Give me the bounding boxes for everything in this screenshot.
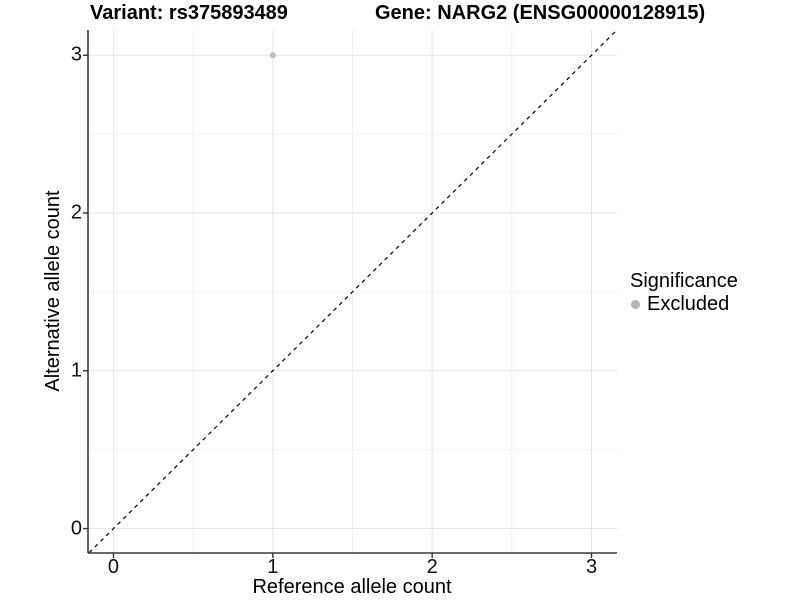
x-tick-label: 3 (585, 556, 598, 578)
legend-item-excluded: Excluded (630, 293, 738, 315)
legend: Significance Excluded (630, 270, 738, 315)
y-tick-label: 3 (70, 43, 82, 66)
x-tick-label: 1 (267, 556, 279, 578)
data-point (269, 52, 276, 59)
variant-title: Variant: rs375893489 (90, 2, 288, 24)
y-tick-label: 1 (70, 359, 82, 382)
y-tick-label: 0 (70, 517, 82, 540)
legend-title: Significance (630, 270, 738, 292)
legend-point-icon (631, 299, 640, 309)
legend-item-label: Excluded (647, 293, 730, 315)
identity-dashed-line (88, 30, 617, 553)
x-tick-label: 2 (426, 556, 438, 578)
gene-title: Gene: NARG2 (ENSG00000128915) (375, 2, 706, 24)
y-tick-label: 2 (70, 201, 82, 224)
x-tick-label: 0 (107, 556, 120, 578)
y-axis-title: Alternative allele count (42, 190, 64, 392)
x-axis-title: Reference allele count (252, 576, 452, 598)
